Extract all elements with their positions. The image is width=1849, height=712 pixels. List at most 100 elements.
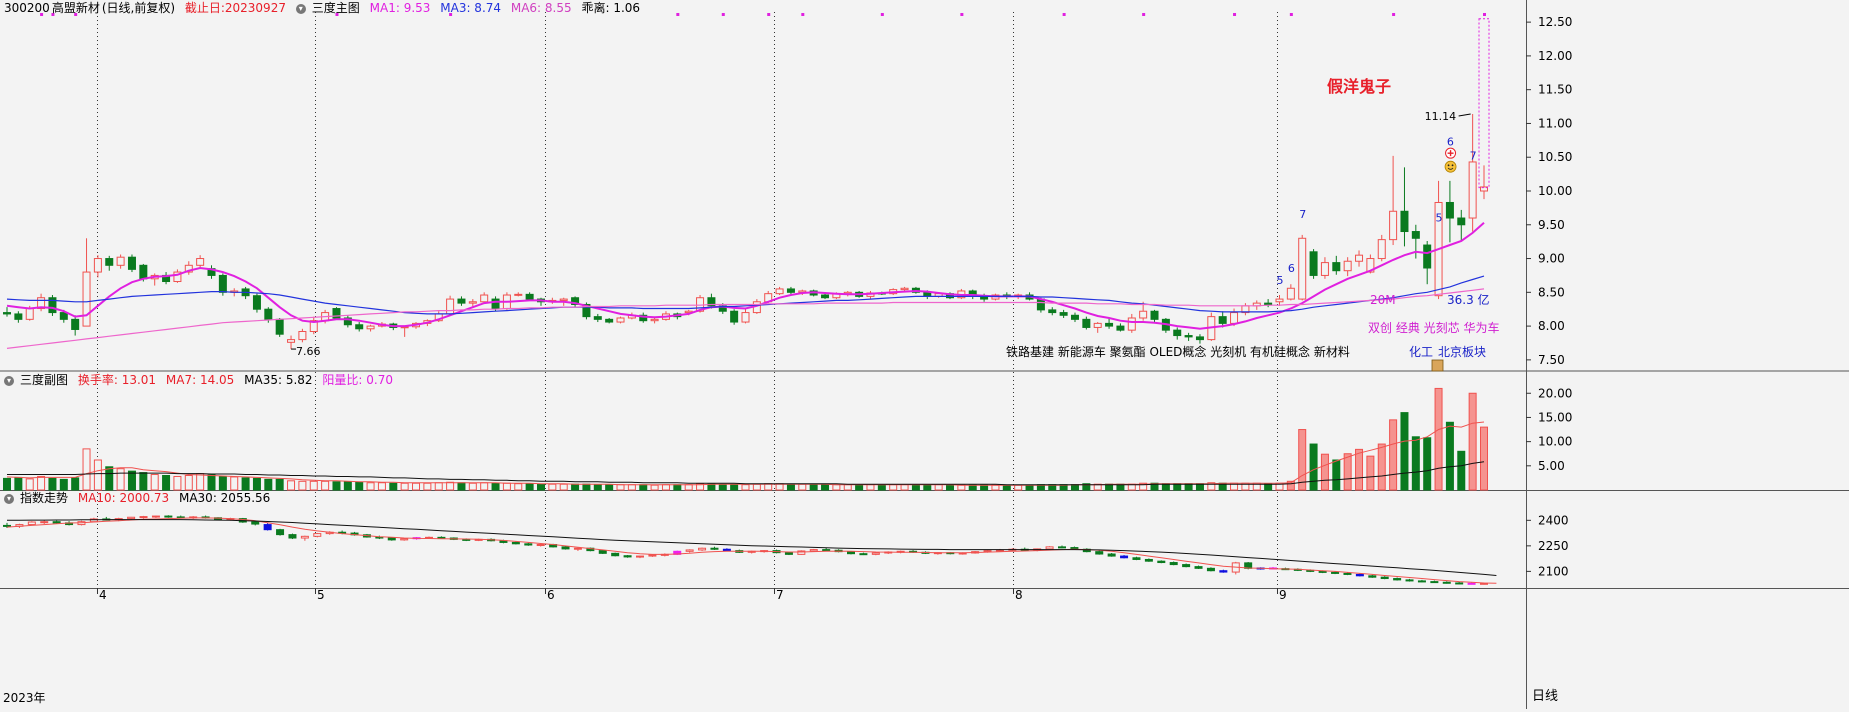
- chart-mode: (日线,前复权): [101, 1, 176, 15]
- turnover-bar: [991, 484, 1000, 491]
- low-price-label: 7.66: [296, 345, 321, 358]
- index-axis-tick-label: 2400: [1538, 513, 1569, 527]
- panel-menu-icon[interactable]: ▾: [295, 3, 306, 14]
- price-axis-tick-label: 8.00: [1538, 319, 1565, 333]
- turnover-bar: [412, 482, 421, 491]
- turnover-bar: [480, 482, 489, 491]
- index-candle-body: [809, 549, 818, 552]
- turnover-bar: [1014, 484, 1023, 491]
- index-candle-body: [1132, 557, 1141, 560]
- main-panel-title[interactable]: 三度主图: [311, 1, 360, 15]
- price-candle-body: [3, 312, 11, 315]
- turnover-bar: [968, 484, 977, 491]
- price-candle-body: [366, 325, 375, 330]
- bias-value: 乖离: 1.06: [581, 1, 641, 15]
- index-candle-body: [1058, 546, 1066, 549]
- turnover-bar: [105, 466, 114, 491]
- index-candle-body: [611, 552, 620, 557]
- period-label[interactable]: 日线: [1532, 689, 1559, 704]
- price-axis-tick-label: 9.50: [1538, 218, 1565, 232]
- ma10-line: [6, 517, 1497, 584]
- signal-mark: [676, 13, 680, 16]
- index-candle-body: [387, 537, 396, 541]
- price-candle-body: [468, 301, 477, 304]
- turnover-bar: [264, 478, 273, 491]
- sub-panel-title[interactable]: 三度副图: [20, 373, 69, 387]
- index-axis-tick-label: 2100: [1538, 564, 1569, 578]
- turnover-bar: [298, 480, 307, 491]
- price-candle-body: [1059, 312, 1068, 316]
- index-candle-body: [1331, 571, 1340, 574]
- index-candle-body: [3, 524, 11, 527]
- price-candle-body: [1480, 186, 1488, 192]
- turnover-bar: [605, 484, 614, 491]
- ma35-value: MA35: 5.82: [244, 373, 313, 387]
- index-candle-body: [1182, 564, 1191, 568]
- concept-tag-chemical: 化工: [1409, 345, 1434, 359]
- turnover-bar: [321, 480, 330, 491]
- index-candle-body: [139, 516, 148, 519]
- turnover-bar: [150, 474, 159, 491]
- limit-up-count-label: 5: [1276, 274, 1283, 287]
- turnover-bar: [207, 474, 216, 491]
- index-panel-title[interactable]: 指数走势: [20, 491, 69, 505]
- price-candle-body: [900, 287, 909, 291]
- index-candle-body: [561, 546, 570, 550]
- limit-up-count-label: 6: [1447, 136, 1454, 149]
- turnover-bar: [1377, 443, 1386, 491]
- price-candle-body: [1343, 260, 1352, 272]
- turnover-bar: [593, 484, 602, 491]
- smiley-icon: [1447, 164, 1450, 167]
- turnover-bar: [1093, 483, 1102, 491]
- turnover-bar: [934, 484, 943, 491]
- price-candle-body: [139, 264, 148, 280]
- index-candle-body: [263, 524, 272, 531]
- turnover-bar: [14, 476, 23, 491]
- turnover-bar: [275, 478, 284, 491]
- index-candle-body: [784, 552, 793, 555]
- turnover-bar: [355, 481, 364, 491]
- index-candle-body: [573, 547, 582, 550]
- index-candle-body: [1417, 580, 1426, 583]
- index-candle-body: [536, 543, 545, 546]
- turnover-bar: [1389, 419, 1398, 491]
- panel-menu-icon[interactable]: ▾: [4, 493, 14, 504]
- turnover-bar: [1298, 429, 1307, 491]
- price-candle-body: [1320, 262, 1329, 276]
- turnover-bar: [196, 473, 205, 491]
- price-candle-body: [1445, 201, 1454, 219]
- turnover-bar: [446, 481, 455, 491]
- turnover-bar: [93, 459, 102, 491]
- turnover-bar: [230, 476, 239, 491]
- panel-menu-icon[interactable]: ▾: [4, 375, 14, 386]
- signal-mark: [74, 13, 78, 16]
- price-candle-body: [1195, 336, 1204, 341]
- turnover-bar: [536, 483, 545, 491]
- turnover-bar: [82, 448, 91, 491]
- smiley-icon: [1451, 164, 1454, 167]
- turnover-bar: [218, 475, 227, 491]
- index-candle-body: [1120, 555, 1129, 559]
- turnover-bar: [639, 484, 648, 491]
- turnover-bar: [923, 484, 932, 491]
- price-axis-tick-label: 11.50: [1538, 83, 1572, 97]
- index-candle-body: [1095, 551, 1104, 555]
- price-axis-tick-label: 8.50: [1538, 285, 1565, 299]
- turnover-bar: [832, 484, 841, 491]
- signal-mark: [721, 13, 725, 16]
- ma10-value: MA10: 2000.73: [77, 491, 170, 505]
- signal-mark: [1233, 13, 1237, 16]
- price-candle-body: [1389, 210, 1398, 241]
- price-candle-body: [559, 298, 568, 301]
- price-candle-body: [116, 256, 125, 266]
- turnover-bar: [696, 483, 705, 491]
- price-candle-body: [457, 298, 466, 304]
- turnover-bar: [1423, 437, 1432, 491]
- price-candle-body: [59, 312, 68, 320]
- index-candle-body: [1355, 573, 1364, 577]
- turnover-axis-tick-label: 10.00: [1538, 435, 1572, 449]
- price-candle-body: [1264, 302, 1273, 305]
- price-candle-body: [287, 339, 296, 343]
- turnover-bar: [684, 484, 693, 491]
- price-axis-tick-label: 10.50: [1538, 150, 1572, 164]
